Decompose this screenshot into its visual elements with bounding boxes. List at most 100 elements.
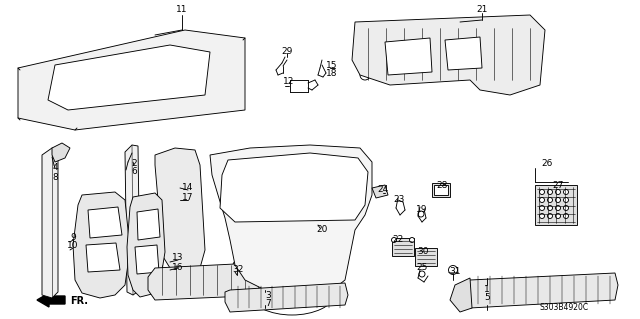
Text: 17: 17: [182, 192, 194, 202]
Circle shape: [172, 255, 179, 262]
Text: 21: 21: [476, 5, 488, 14]
FancyArrow shape: [37, 293, 65, 307]
Text: 7: 7: [265, 300, 271, 308]
Polygon shape: [210, 145, 372, 295]
Text: 23: 23: [394, 196, 404, 204]
Circle shape: [189, 189, 196, 196]
Circle shape: [189, 202, 196, 209]
Circle shape: [556, 213, 561, 219]
Polygon shape: [127, 193, 165, 297]
Polygon shape: [148, 262, 280, 300]
Bar: [162, 195, 197, 215]
Circle shape: [172, 241, 179, 248]
Polygon shape: [385, 38, 432, 75]
Text: 14: 14: [182, 183, 194, 192]
Text: 4: 4: [52, 164, 58, 173]
Text: 31: 31: [449, 268, 461, 277]
Circle shape: [189, 255, 196, 262]
Circle shape: [103, 256, 111, 264]
Circle shape: [547, 189, 552, 195]
Bar: [432, 183, 450, 197]
Circle shape: [556, 205, 561, 211]
Polygon shape: [18, 30, 245, 130]
Circle shape: [172, 226, 179, 234]
Text: S303B4920C: S303B4920C: [540, 303, 589, 313]
Text: 10: 10: [67, 241, 79, 250]
Polygon shape: [445, 37, 482, 70]
Bar: [392, 238, 414, 256]
Text: 16: 16: [172, 263, 184, 271]
Polygon shape: [352, 15, 545, 95]
Text: 2: 2: [131, 159, 137, 167]
Polygon shape: [48, 45, 210, 110]
Circle shape: [144, 258, 152, 266]
Bar: [434, 185, 448, 195]
Text: 28: 28: [436, 181, 448, 189]
Text: 9: 9: [70, 233, 76, 241]
Text: 8: 8: [52, 173, 58, 182]
Text: 30: 30: [417, 248, 429, 256]
Polygon shape: [73, 192, 130, 298]
Circle shape: [563, 213, 568, 219]
Text: 13: 13: [172, 254, 184, 263]
Circle shape: [144, 218, 152, 226]
Text: 24: 24: [378, 186, 388, 195]
Polygon shape: [155, 148, 205, 272]
Polygon shape: [220, 153, 368, 222]
Polygon shape: [372, 185, 388, 198]
Polygon shape: [88, 207, 122, 238]
Circle shape: [96, 216, 104, 224]
Circle shape: [172, 189, 179, 196]
Text: 12: 12: [284, 78, 294, 86]
Text: FR.: FR.: [70, 296, 88, 306]
Polygon shape: [42, 148, 58, 298]
Circle shape: [189, 214, 196, 221]
Text: 22: 22: [392, 235, 404, 244]
Circle shape: [189, 226, 196, 234]
Text: 32: 32: [232, 265, 244, 275]
Circle shape: [547, 213, 552, 219]
Text: 20: 20: [316, 226, 328, 234]
Text: 18: 18: [326, 69, 338, 78]
Text: 5: 5: [484, 293, 490, 302]
Bar: [535, 185, 577, 225]
Circle shape: [547, 197, 552, 203]
Circle shape: [316, 222, 332, 238]
Circle shape: [563, 197, 568, 203]
Polygon shape: [135, 245, 159, 274]
Circle shape: [563, 189, 568, 195]
Circle shape: [189, 174, 196, 182]
Circle shape: [540, 197, 545, 203]
Circle shape: [189, 161, 196, 168]
Text: 27: 27: [552, 181, 564, 189]
Circle shape: [172, 202, 179, 209]
Text: 19: 19: [416, 205, 428, 214]
Bar: [415, 248, 437, 266]
Text: 15: 15: [326, 61, 338, 70]
Text: 26: 26: [541, 159, 553, 167]
Circle shape: [419, 271, 425, 277]
Polygon shape: [125, 145, 140, 295]
Circle shape: [392, 238, 397, 242]
Circle shape: [547, 205, 552, 211]
Circle shape: [418, 211, 424, 217]
Polygon shape: [137, 209, 160, 240]
Circle shape: [172, 174, 179, 182]
Circle shape: [556, 189, 561, 195]
Circle shape: [540, 213, 545, 219]
Circle shape: [556, 197, 561, 203]
Circle shape: [540, 189, 545, 195]
Polygon shape: [52, 143, 70, 162]
Polygon shape: [225, 283, 348, 312]
Text: 11: 11: [176, 5, 188, 14]
Text: 29: 29: [282, 48, 292, 56]
Bar: [308, 218, 340, 243]
Polygon shape: [450, 278, 472, 312]
Circle shape: [410, 238, 415, 242]
Circle shape: [189, 241, 196, 248]
Polygon shape: [86, 243, 120, 272]
Circle shape: [172, 214, 179, 221]
Circle shape: [563, 205, 568, 211]
Text: 6: 6: [131, 167, 137, 176]
Text: 25: 25: [416, 263, 428, 272]
